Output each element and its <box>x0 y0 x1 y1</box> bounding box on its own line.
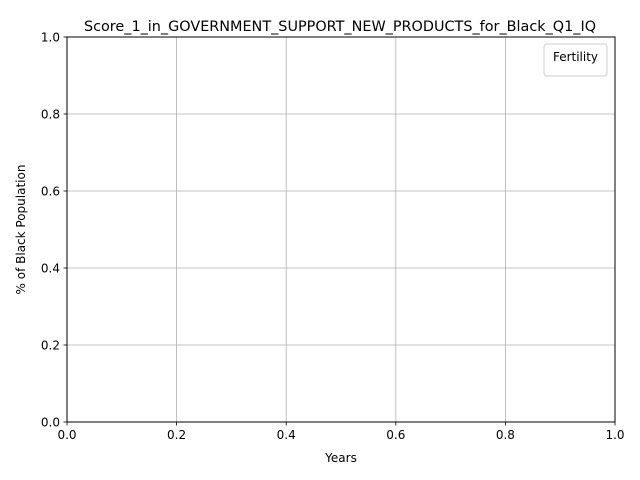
y-tick-label: 0.8 <box>41 107 60 121</box>
grid <box>66 36 616 423</box>
x-tick-label: 0.0 <box>57 428 76 442</box>
x-tick-label: 0.8 <box>496 428 515 442</box>
x-tick-label: 1.0 <box>605 428 624 442</box>
x-tick-label: 0.6 <box>386 428 405 442</box>
y-tick-label: 0.0 <box>41 415 60 429</box>
legend-title: Fertility <box>553 50 598 64</box>
y-axis-ticks: 0.0 0.2 0.4 0.6 0.8 1.0 <box>41 30 67 429</box>
y-axis-label: % of Black Population <box>14 165 28 295</box>
plot-frame <box>66 36 616 423</box>
y-tick-label: 1.0 <box>41 30 60 44</box>
chart-title: Score_1_in_GOVERNMENT_SUPPORT_NEW_PRODUC… <box>84 19 596 35</box>
legend: Fertility <box>543 43 608 77</box>
x-axis-ticks: 0.0 0.2 0.4 0.6 0.8 1.0 <box>57 422 625 442</box>
y-tick-label: 0.4 <box>41 261 60 275</box>
legend-box <box>543 43 608 77</box>
x-axis-label: Years <box>324 451 357 465</box>
plot-area <box>67 37 615 422</box>
x-tick-label: 0.4 <box>277 428 296 442</box>
y-tick-label: 0.2 <box>41 338 60 352</box>
x-tick-label: 0.2 <box>167 428 186 442</box>
y-tick-label: 0.6 <box>41 184 60 198</box>
